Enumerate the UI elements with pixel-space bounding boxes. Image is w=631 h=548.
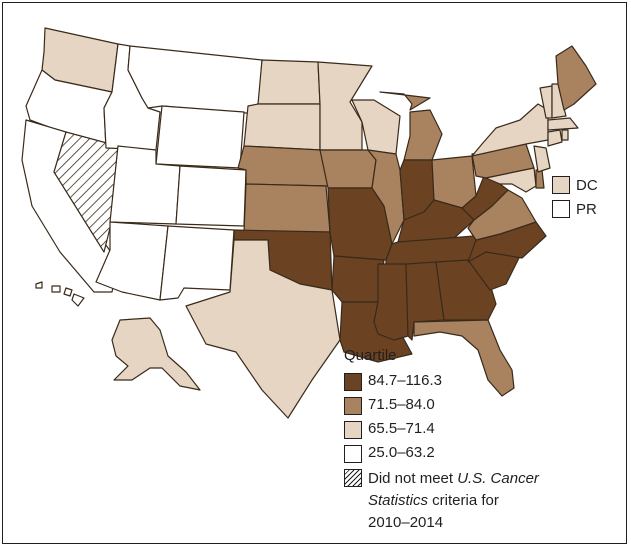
legend-label-q3: 65.5–71.4: [368, 420, 435, 437]
legend-item-q2: 71.5–84.0: [344, 396, 435, 418]
legend-label-q1: 84.7–116.3: [368, 372, 442, 389]
state-hi[interactable]: [35, 281, 85, 307]
legend-title: Quartile: [344, 347, 397, 364]
criteria-prefix: Did not meet: [368, 470, 458, 487]
state-nm[interactable]: [159, 225, 235, 301]
state-nj[interactable]: [533, 145, 551, 173]
state-ri[interactable]: [561, 129, 569, 141]
criteria-suffix: criteria for: [428, 492, 499, 509]
legend-swatch-q3: [344, 421, 362, 439]
state-ks[interactable]: [243, 183, 331, 233]
legend-item-not-met: [344, 468, 368, 490]
legend-swatch-q2: [344, 397, 362, 415]
state-nh[interactable]: [551, 83, 567, 119]
state-oh[interactable]: [431, 155, 477, 209]
state-tx[interactable]: [185, 239, 341, 419]
legend-label-q2: 71.5–84.0: [368, 396, 435, 413]
state-mn[interactable]: [317, 61, 373, 151]
state-sd[interactable]: [243, 103, 321, 151]
legend-item-q3: 65.5–71.4: [344, 420, 435, 442]
legend-label-q4: 25.0–63.2: [368, 444, 435, 461]
legend-item-q4: 25.0–63.2: [344, 444, 435, 466]
territory-dc: DC: [552, 176, 598, 194]
state-ms[interactable]: [373, 263, 409, 341]
criteria-emphasis-1: U.S. Cancer: [457, 470, 539, 487]
territory-pr: PR: [552, 200, 597, 218]
legend-swatch-q4: [344, 445, 362, 463]
territory-dc-label: DC: [576, 176, 598, 194]
territory-pr-label: PR: [576, 200, 597, 218]
state-ne[interactable]: [237, 145, 329, 187]
state-nd[interactable]: [257, 59, 321, 105]
legend-label-not-met: Did not meet U.S. Cancer Statistics crite…: [368, 468, 588, 534]
criteria-emphasis-2: Statistics: [368, 492, 429, 509]
state-ar[interactable]: [331, 255, 385, 303]
territory-pr-swatch: [552, 200, 570, 218]
state-wv[interactable]: [461, 175, 509, 221]
territory-dc-swatch: [552, 176, 570, 194]
criteria-years: 2010–2014: [368, 514, 444, 531]
legend-item-q1: 84.7–116.3: [344, 372, 442, 394]
legend-swatch-not-met: [344, 469, 362, 487]
state-wy[interactable]: [155, 105, 245, 169]
state-md[interactable]: [485, 167, 537, 193]
state-mt[interactable]: [127, 45, 263, 115]
legend-swatch-q1: [344, 373, 362, 391]
state-fl[interactable]: [413, 319, 515, 397]
state-ma[interactable]: [547, 117, 579, 131]
state-co[interactable]: [175, 165, 247, 227]
state-ct[interactable]: [547, 129, 563, 147]
state-ia[interactable]: [319, 149, 377, 189]
state-ak[interactable]: [111, 317, 201, 391]
state-me[interactable]: [555, 45, 597, 111]
figure-frame: [2, 2, 627, 544]
state-de[interactable]: [535, 169, 545, 189]
